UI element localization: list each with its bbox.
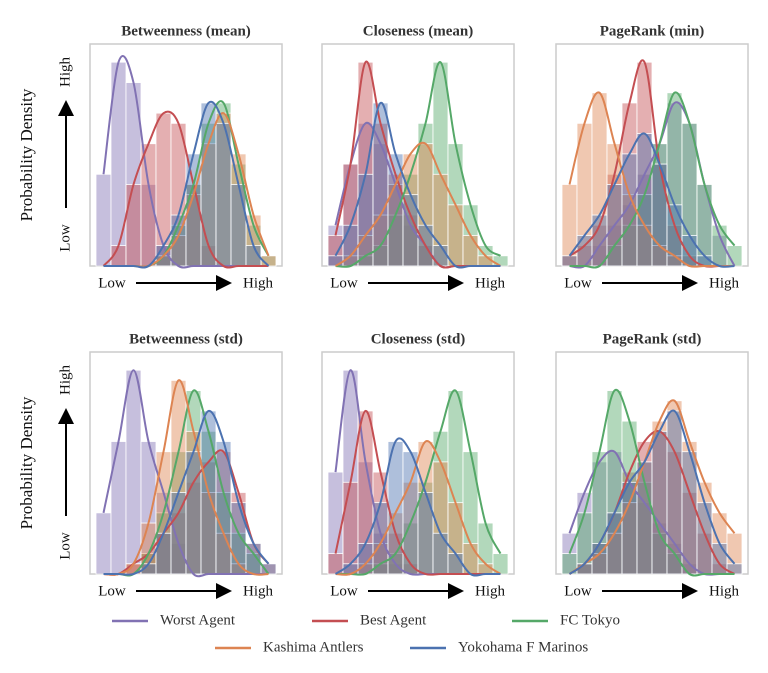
kde-curve (568, 409, 736, 575)
kde-curve (103, 100, 270, 269)
hist-bar (140, 143, 157, 267)
hist-bar (327, 255, 344, 267)
x-high-label: High (475, 583, 506, 599)
legend-label: Best Agent (360, 612, 427, 628)
kde-curve (568, 399, 736, 575)
kde-curve (568, 388, 735, 577)
hist-bar (636, 133, 653, 267)
hist-bar (110, 441, 127, 575)
hist-bar (432, 245, 449, 267)
kde-curve (102, 369, 269, 578)
x-low-label: Low (564, 275, 592, 291)
panel-title: Betweenness (std) (129, 331, 243, 347)
panel-title: Betweenness (mean) (121, 23, 251, 39)
legend-label: Kashima Antlers (263, 639, 364, 655)
hist-bar (95, 173, 112, 267)
kde-curve (335, 389, 502, 576)
kde-curve (103, 379, 269, 576)
x-high-label: High (243, 275, 274, 291)
hist-bar (95, 512, 112, 575)
panel-title: Closeness (std) (371, 331, 466, 347)
hist-bar (185, 451, 202, 575)
x-low-label: Low (98, 583, 126, 599)
kde-curve (102, 110, 269, 269)
hist-bar (230, 184, 247, 267)
y-low-label: Low (57, 224, 73, 252)
kde-curve (335, 440, 502, 576)
hist-bar (342, 481, 359, 575)
hist-bar (696, 502, 713, 575)
x-high-label: High (709, 583, 740, 599)
hist-bar (621, 153, 638, 267)
x-high-label: High (709, 275, 740, 291)
panel-title: Closeness (mean) (363, 23, 473, 39)
kde-curve (568, 132, 735, 268)
kde-curve (568, 91, 735, 268)
legend-label: Worst Agent (160, 612, 236, 628)
kde-curve (334, 437, 501, 577)
hist-bar (492, 255, 509, 267)
kde-curve (334, 101, 501, 269)
x-high-label: High (243, 583, 274, 599)
kde-curve (335, 61, 502, 268)
y-high-label: High (57, 365, 73, 396)
hist-bar (561, 255, 578, 267)
x-low-label: Low (330, 275, 358, 291)
y-axis-label: Probability Density (17, 396, 36, 529)
hist-bar (125, 369, 142, 575)
kde-curve (334, 141, 502, 267)
panel-title: PageRank (std) (603, 331, 702, 347)
hist-bar (432, 532, 449, 575)
y-high-label: High (57, 57, 73, 88)
hist-bar (462, 235, 479, 267)
y-axis-label: Probability Density (17, 88, 36, 221)
x-low-label: Low (330, 583, 358, 599)
hist-bar (372, 102, 389, 267)
kde-curve (569, 91, 736, 269)
hist-bar (447, 553, 464, 575)
x-high-label: High (475, 275, 506, 291)
x-low-label: Low (98, 275, 126, 291)
panel-title: PageRank (min) (600, 23, 705, 39)
legend-label: Yokohama F Marinos (458, 639, 588, 655)
hist-bar (696, 184, 713, 267)
x-low-label: Low (564, 583, 592, 599)
hist-bar (125, 184, 142, 267)
kde-curve (103, 409, 270, 576)
legend-label: FC Tokyo (560, 612, 620, 628)
y-low-label: Low (57, 532, 73, 560)
hist-bar (651, 430, 668, 575)
hist-bar (621, 481, 638, 575)
